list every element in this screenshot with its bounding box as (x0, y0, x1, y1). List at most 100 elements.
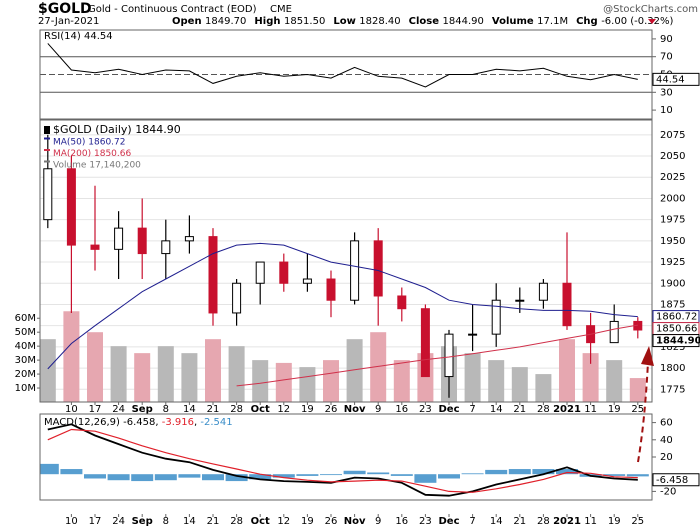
legend-name: MA(200) (53, 149, 91, 159)
volume-bar (464, 353, 481, 402)
volume-bar (228, 346, 245, 402)
y-tick-label: 90 (660, 34, 673, 45)
histogram-bar (438, 474, 460, 479)
x-tick-label: 17 (89, 516, 102, 527)
histogram-bar (154, 474, 177, 481)
histogram-bar (40, 463, 59, 475)
candle-body (397, 295, 407, 310)
legend: MACD(12,26,9) -6.458, -3.916, -2.541 (44, 417, 233, 428)
panel (40, 423, 649, 497)
histogram-bar (272, 474, 295, 478)
histogram-bar (532, 469, 555, 475)
value-badge-text: 1860.72 (656, 312, 697, 323)
quote-item: Open 1849.70 (172, 16, 246, 27)
volume-bar (535, 374, 552, 402)
histogram-bar (225, 474, 248, 482)
x-tick-label: 21 (207, 516, 220, 527)
x-tick-label: Oct (251, 516, 270, 527)
line (47, 242, 638, 370)
quote-value: 17.1M (537, 16, 568, 27)
x-tick-label: 12 (277, 516, 290, 527)
value-badge (652, 473, 700, 487)
histogram-bar (60, 469, 83, 475)
contract-name: Gold - Continuous Contract (EOD) (88, 4, 257, 15)
x-tick-label: 9 (375, 404, 381, 415)
histogram-bar (320, 474, 342, 476)
quote-item: Volume 17.1M (492, 16, 568, 27)
legend-swatch (44, 149, 50, 151)
quote-line: Open 1849.70 High 1851.50 Low 1828.40 Close… (172, 16, 674, 27)
x-tick-label: 16 (395, 516, 408, 527)
candle-body (255, 261, 265, 284)
x-tick-label: 17 (89, 404, 102, 415)
value-badge (652, 334, 700, 348)
histogram-bar (556, 469, 578, 475)
histogram-bar (296, 474, 319, 476)
exchange: CME (270, 4, 292, 15)
legend-value: 44.54 (84, 31, 113, 42)
candle-body (279, 261, 289, 284)
legend-name: Volume (53, 160, 87, 170)
panel (47, 43, 638, 88)
legend: MA(200) 1850.66 (53, 149, 131, 159)
quote-item: Chg -6.00 (-0.32%) (576, 16, 673, 27)
histogram-bar (367, 472, 390, 475)
x-tick-label: Sep (132, 404, 153, 415)
x-tick-label: 7 (469, 404, 475, 415)
x-tick-label: 14 (490, 516, 503, 527)
legend: $GOLD (Daily) 1844.90 (53, 123, 181, 136)
legend-value: -6.458 (123, 417, 155, 428)
x-tick-label: 10 (65, 516, 78, 527)
frame (39, 119, 653, 403)
x-tick-label: 23 (419, 404, 432, 415)
x-tick-label: 19 (608, 404, 621, 415)
y-tick-label: 2050 (660, 151, 685, 162)
x-tick-label: 11 (584, 404, 597, 415)
y-tick-label: 10 (660, 105, 673, 116)
histogram-bar (508, 469, 531, 475)
x-tick-label: 25 (631, 404, 644, 415)
legend-name: MACD(12,26,9) (44, 417, 120, 428)
volume-bar (110, 346, 127, 402)
x-tick-label: Sep (132, 516, 153, 527)
line (47, 43, 638, 88)
volume-bar (346, 339, 363, 402)
histogram-bar (626, 474, 649, 477)
x-tick-label: 19 (301, 404, 314, 415)
legend: MA(50) 1860.72 (53, 137, 126, 147)
x-tick-label: Nov (344, 516, 366, 527)
quote-item: High 1851.50 (254, 16, 325, 27)
x-tick-label: 2021 (553, 516, 581, 527)
volume-bar (582, 353, 599, 402)
volume-bar (559, 339, 575, 402)
legend-name: $GOLD (Daily) (53, 123, 132, 136)
watermark: @StockCharts.com (603, 4, 698, 15)
legend-value: 1860.72 (88, 137, 125, 147)
histogram-bar (249, 474, 272, 480)
y-tick-label: 60M (15, 313, 36, 324)
candle-body (444, 333, 454, 378)
y-tick-label: 20M (15, 369, 36, 380)
x-tick-label: 16 (395, 404, 408, 415)
histogram-bar (343, 470, 366, 475)
x-tick-label: 26 (325, 404, 338, 415)
value-badge-text: -6.458 (656, 475, 688, 486)
histogram-bar (390, 474, 413, 476)
x-tick-label: 9 (375, 516, 381, 527)
quote-label: High (254, 16, 280, 27)
frame (39, 413, 653, 501)
candle-body (609, 320, 619, 344)
legend-value: -2.541 (200, 417, 232, 428)
y-tick-label: 50M (15, 327, 36, 338)
quote-label: Volume (492, 16, 534, 27)
y-tick-label: 2025 (660, 172, 685, 183)
volume-bar (252, 360, 269, 402)
x-tick-label: Oct (251, 404, 270, 415)
x-tick-label: 28 (537, 404, 550, 415)
candle-body (538, 282, 548, 301)
quote-label: Low (333, 16, 355, 27)
histogram-bar (603, 474, 626, 476)
legend-swatch (44, 160, 50, 163)
line (47, 428, 638, 493)
